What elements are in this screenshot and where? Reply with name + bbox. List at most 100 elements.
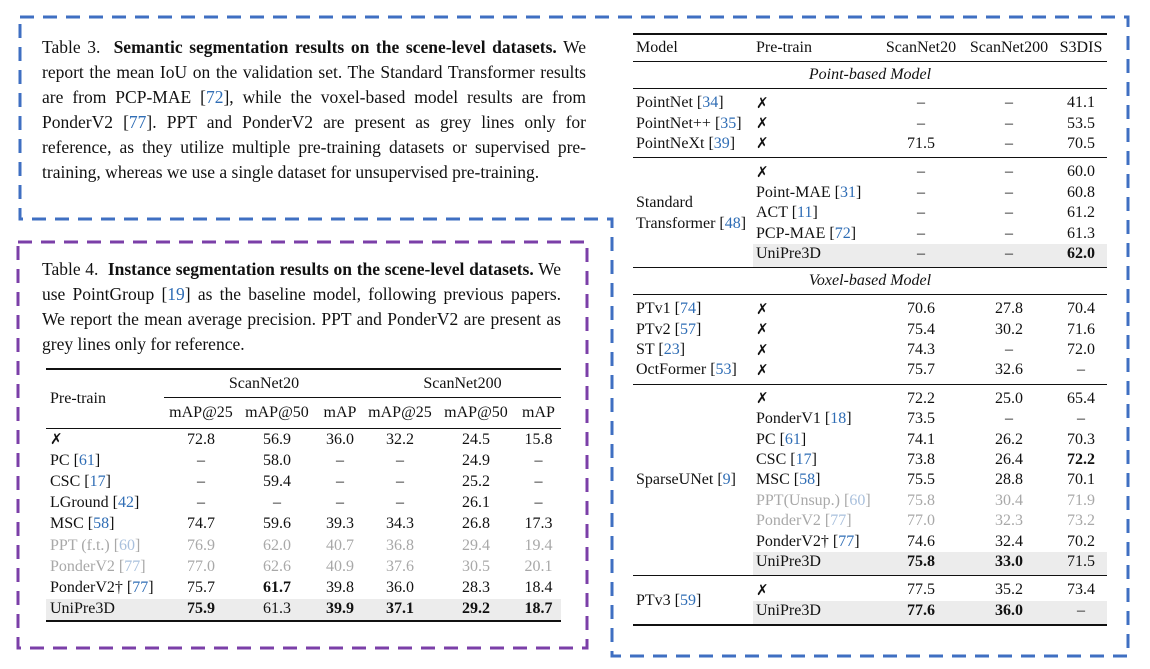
citation-link[interactable]: 61	[784, 430, 801, 448]
table-cell: 36.8	[386, 536, 414, 554]
row-label: PonderV2 [77]	[46, 556, 164, 577]
citation-link[interactable]: 58	[799, 471, 816, 489]
table-cell: 15.8	[524, 430, 553, 448]
citation-link[interactable]: 34	[702, 94, 719, 112]
table-cell: 75.5	[907, 471, 935, 489]
citation-link[interactable]: 77	[830, 512, 847, 530]
table-cell: –	[273, 494, 281, 512]
table-row: PonderV1 [18] 73.5 – –	[633, 409, 1107, 429]
table-cell: –	[534, 451, 543, 469]
citation-link[interactable]: 77	[124, 557, 141, 575]
row-label: LGround [42]	[46, 493, 164, 514]
table-cell: –	[917, 94, 925, 112]
citation-link[interactable]: 60	[119, 536, 136, 554]
model-name: OctFormer [53]	[633, 360, 753, 384]
table-cell: 30.5	[462, 557, 490, 575]
citation-link[interactable]: 58	[93, 515, 110, 533]
citation-link[interactable]: 18	[830, 410, 847, 428]
pretrain-name: ✗	[753, 113, 879, 133]
citation-link[interactable]: 39	[713, 134, 730, 152]
citation-link[interactable]: 74	[680, 300, 696, 318]
table-cell: 32.6	[995, 361, 1023, 379]
row-label: CSC [17]	[46, 471, 164, 492]
citation-link[interactable]: 23	[663, 341, 680, 359]
table-cell: 73.4	[1067, 581, 1095, 599]
citation-link[interactable]: 48	[724, 214, 741, 232]
pretrain-label: CSC [17]	[756, 451, 817, 469]
table-cell: 62.0	[263, 536, 291, 554]
table-row: CSC [17] – 59.4 – – 25.2 –	[46, 471, 561, 492]
table-cell: 58.0	[263, 451, 291, 469]
citation-link[interactable]: 72	[834, 224, 851, 242]
citation-link[interactable]: 17	[795, 451, 812, 469]
table-cell: 36.0	[326, 430, 354, 448]
table4-caption: Table 4. Instance segmentation results o…	[42, 259, 562, 354]
table-row: PointNeXt [39] ✗ 71.5 – 70.5	[633, 134, 1107, 158]
table-cell: 26.1	[462, 494, 490, 512]
citation-link[interactable]: 19	[167, 284, 185, 304]
citation-link[interactable]: 61	[78, 451, 95, 469]
table-cell: –	[879, 243, 963, 268]
citation-link[interactable]: 17	[89, 472, 106, 490]
model-name: Standard Transformer [48]	[633, 158, 753, 268]
table-cell: –	[1077, 410, 1085, 428]
table-cell: 29.2	[436, 598, 516, 621]
table-cell: –	[534, 494, 543, 512]
pretrain-label: PC [61]	[756, 430, 807, 448]
table-cell: 33.0	[963, 551, 1055, 576]
citation-link[interactable]: 57	[680, 320, 696, 338]
pretrain-name: CSC [17]	[50, 472, 111, 490]
table-cell: 61.3	[1067, 224, 1095, 242]
citation-link[interactable]: 35	[720, 114, 737, 132]
pretrain-label: PonderV1 [18]	[756, 410, 852, 428]
table-cell: –	[917, 204, 925, 222]
citation-link[interactable]: 31	[840, 183, 856, 201]
table-cell: –	[1005, 341, 1013, 359]
table-cell: 24.9	[462, 451, 490, 469]
citation-link[interactable]: 53	[715, 361, 732, 379]
table-cell: –	[1005, 410, 1013, 428]
column-header: ScanNet200	[969, 39, 1049, 56]
table-cell: 70.2	[1067, 532, 1095, 550]
table-cell: 28.3	[462, 578, 490, 596]
table-cell: 36.0	[963, 600, 1055, 625]
table-cell: 41.1	[1067, 94, 1095, 112]
model-label: PTv2 [57]	[636, 320, 702, 338]
table-cell: –	[1005, 94, 1013, 112]
column-header: Model	[636, 39, 678, 56]
table-cell: 72.8	[187, 430, 215, 448]
citation-link[interactable]: 59	[680, 591, 696, 609]
table-cell: 27.8	[995, 300, 1023, 318]
model-label: PointNet++ [35]	[636, 114, 742, 132]
table-cell: 77.0	[907, 512, 935, 530]
citation-link[interactable]: 77	[132, 578, 149, 596]
table4-subheader-row: mAP@25 mAP@50 mAP mAP@25 mAP@50 mAP	[46, 398, 561, 429]
table-cell: 24.5	[462, 430, 490, 448]
row-label: PC [61]	[46, 450, 164, 471]
citation-link[interactable]: 60	[849, 491, 866, 509]
citation-link[interactable]: 77	[128, 112, 147, 132]
table3: Model Pre-train ScanNet20 ScanNet200 S3DIS Po…	[633, 33, 1107, 626]
citation-link[interactable]: 77	[838, 532, 855, 550]
pretrain-name: CSC [17]	[753, 450, 879, 470]
table-cell: 71.5	[1055, 551, 1107, 576]
column-header: mAP@50	[444, 404, 508, 421]
table-cell: 40.7	[326, 536, 354, 554]
citation-link[interactable]: 11	[797, 204, 813, 222]
model-label: ST [23]	[636, 341, 686, 359]
citation-link[interactable]: 9	[722, 471, 731, 489]
table-row: PonderV2† [77] 75.7 61.7 39.8 36.0 28.3 18.4	[46, 577, 561, 598]
table-cell: 59.4	[263, 472, 291, 490]
citation-link[interactable]: 42	[117, 494, 134, 512]
cross-icon: ✗	[756, 320, 769, 339]
citation-link[interactable]: 72	[205, 87, 224, 107]
pretrain-name: PCP-MAE [72]	[753, 223, 879, 243]
table-row: UniPre3D – –62.0	[633, 243, 1107, 268]
table-cell: 75.7	[907, 361, 935, 379]
pretrain-name: ✗	[753, 89, 879, 114]
model-name: SparseUNet [9]	[633, 384, 753, 576]
pretrain-label: PonderV2 [77]	[756, 512, 852, 530]
table-cell: 37.1	[364, 598, 436, 621]
column-header: mAP@25	[368, 404, 432, 421]
pretrain-name: PC [61]	[753, 429, 879, 449]
